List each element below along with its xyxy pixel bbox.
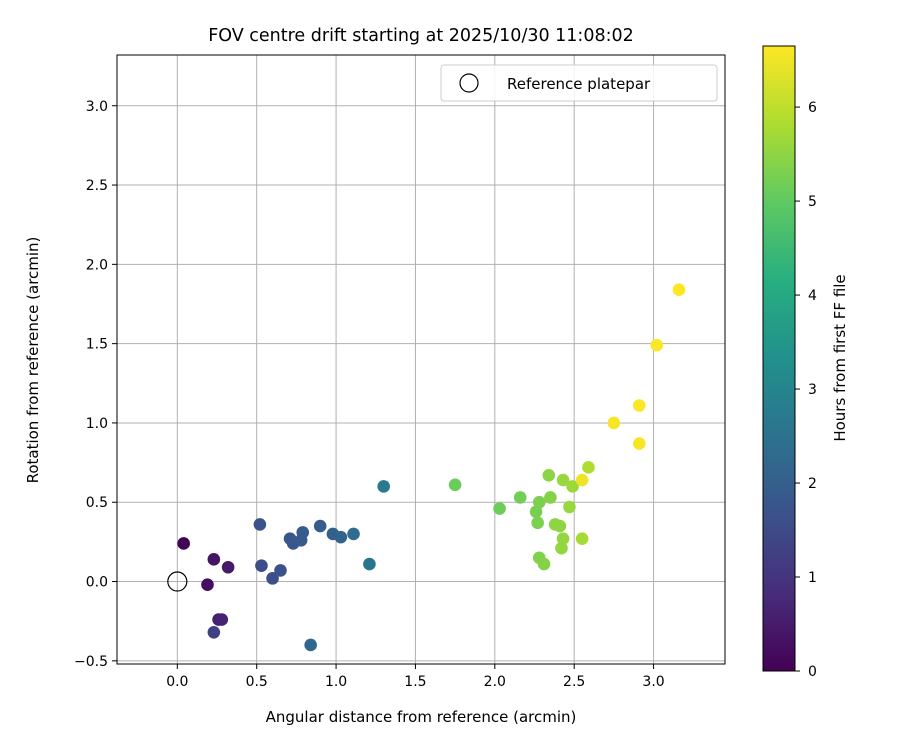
reference-platepar-marker <box>167 571 188 592</box>
colorbar-tick-label: 3 <box>808 382 817 398</box>
data-point <box>563 500 576 514</box>
x-tick-label: 1.5 <box>404 674 426 690</box>
chart-title: FOV centre drift starting at 2025/10/30 … <box>208 26 634 46</box>
data-point <box>215 613 229 626</box>
data-point <box>207 553 221 566</box>
grid <box>117 55 725 664</box>
data-point <box>537 557 551 571</box>
data-point <box>304 638 317 652</box>
data-point <box>448 478 462 492</box>
colorbar-tick-label: 0 <box>808 664 817 680</box>
data-point <box>255 559 268 572</box>
y-tick-label: 2.5 <box>86 178 108 194</box>
data-point <box>542 468 556 482</box>
data-point <box>253 518 267 531</box>
x-tick-label: 0.0 <box>166 674 188 690</box>
data-point <box>607 416 621 430</box>
data-point <box>377 480 390 493</box>
data-point <box>529 505 543 519</box>
x-axis-ticks: 0.0 0.5 1.0 1.5 2.0 2.5 3.0 <box>166 664 665 690</box>
data-point <box>363 557 376 571</box>
data-point <box>555 541 568 555</box>
y-tick-label: 3.0 <box>86 99 108 115</box>
x-tick-label: 1.0 <box>325 674 347 690</box>
data-point <box>313 519 327 533</box>
legend-box <box>440 64 718 102</box>
data-point <box>221 560 235 574</box>
data-points <box>177 283 686 652</box>
legend-marker-open-circle <box>459 73 479 93</box>
data-point <box>513 491 527 504</box>
data-point <box>575 532 589 546</box>
colorbar-tick-label: 1 <box>808 570 817 586</box>
data-point <box>334 530 348 544</box>
data-point <box>531 516 544 530</box>
y-tick-label: 0.0 <box>86 575 108 591</box>
y-tick-label: −0.5 <box>74 654 108 670</box>
colorbar-label: Hours from first FF file <box>831 274 849 441</box>
data-point <box>347 527 360 541</box>
data-point <box>556 532 570 546</box>
colorbar-ticks: 0 1 2 3 4 5 6 <box>795 100 817 680</box>
x-axis-label: Angular distance from reference (arcmin) <box>266 708 577 726</box>
data-point <box>553 519 567 533</box>
colorbar: 0 1 2 3 4 5 6 Hours from first FF file <box>762 45 849 680</box>
colorbar-tick-label: 2 <box>808 476 817 492</box>
data-point <box>274 564 287 577</box>
data-point <box>575 473 589 487</box>
x-tick-label: 0.5 <box>246 674 268 690</box>
x-tick-label: 2.0 <box>484 674 506 690</box>
data-point <box>532 495 546 509</box>
y-axis-label: Rotation from reference (arcmin) <box>24 237 42 484</box>
data-point <box>632 437 646 450</box>
y-axis-ticks: −0.5 0.0 0.5 1.0 1.5 2.0 2.5 3.0 <box>74 99 117 670</box>
colorbar-gradient <box>762 45 796 672</box>
legend-label-reference: Reference platepar <box>507 75 651 93</box>
data-point <box>544 491 557 504</box>
x-tick-label: 2.5 <box>563 674 585 690</box>
colorbar-tick-label: 6 <box>808 100 817 116</box>
data-point <box>556 473 570 487</box>
data-point <box>177 537 190 550</box>
reference-marker-layer <box>167 571 188 592</box>
plot-frame <box>116 54 726 665</box>
x-tick-label: 3.0 <box>642 674 664 690</box>
data-point <box>650 338 664 352</box>
data-point <box>672 283 686 297</box>
colorbar-tick-label: 4 <box>808 288 817 304</box>
y-tick-label: 1.5 <box>86 337 108 353</box>
colorbar-tick-label: 5 <box>808 194 817 210</box>
data-point <box>207 625 221 639</box>
data-point <box>266 572 279 585</box>
data-point <box>493 502 506 515</box>
y-tick-label: 2.0 <box>86 257 108 273</box>
data-point <box>296 526 310 539</box>
y-tick-label: 0.5 <box>86 495 108 511</box>
y-tick-label: 1.0 <box>86 416 108 432</box>
data-point <box>201 578 214 592</box>
legend: Reference platepar <box>440 64 718 102</box>
data-point <box>582 461 595 474</box>
data-point <box>632 399 646 412</box>
data-point <box>566 480 579 493</box>
